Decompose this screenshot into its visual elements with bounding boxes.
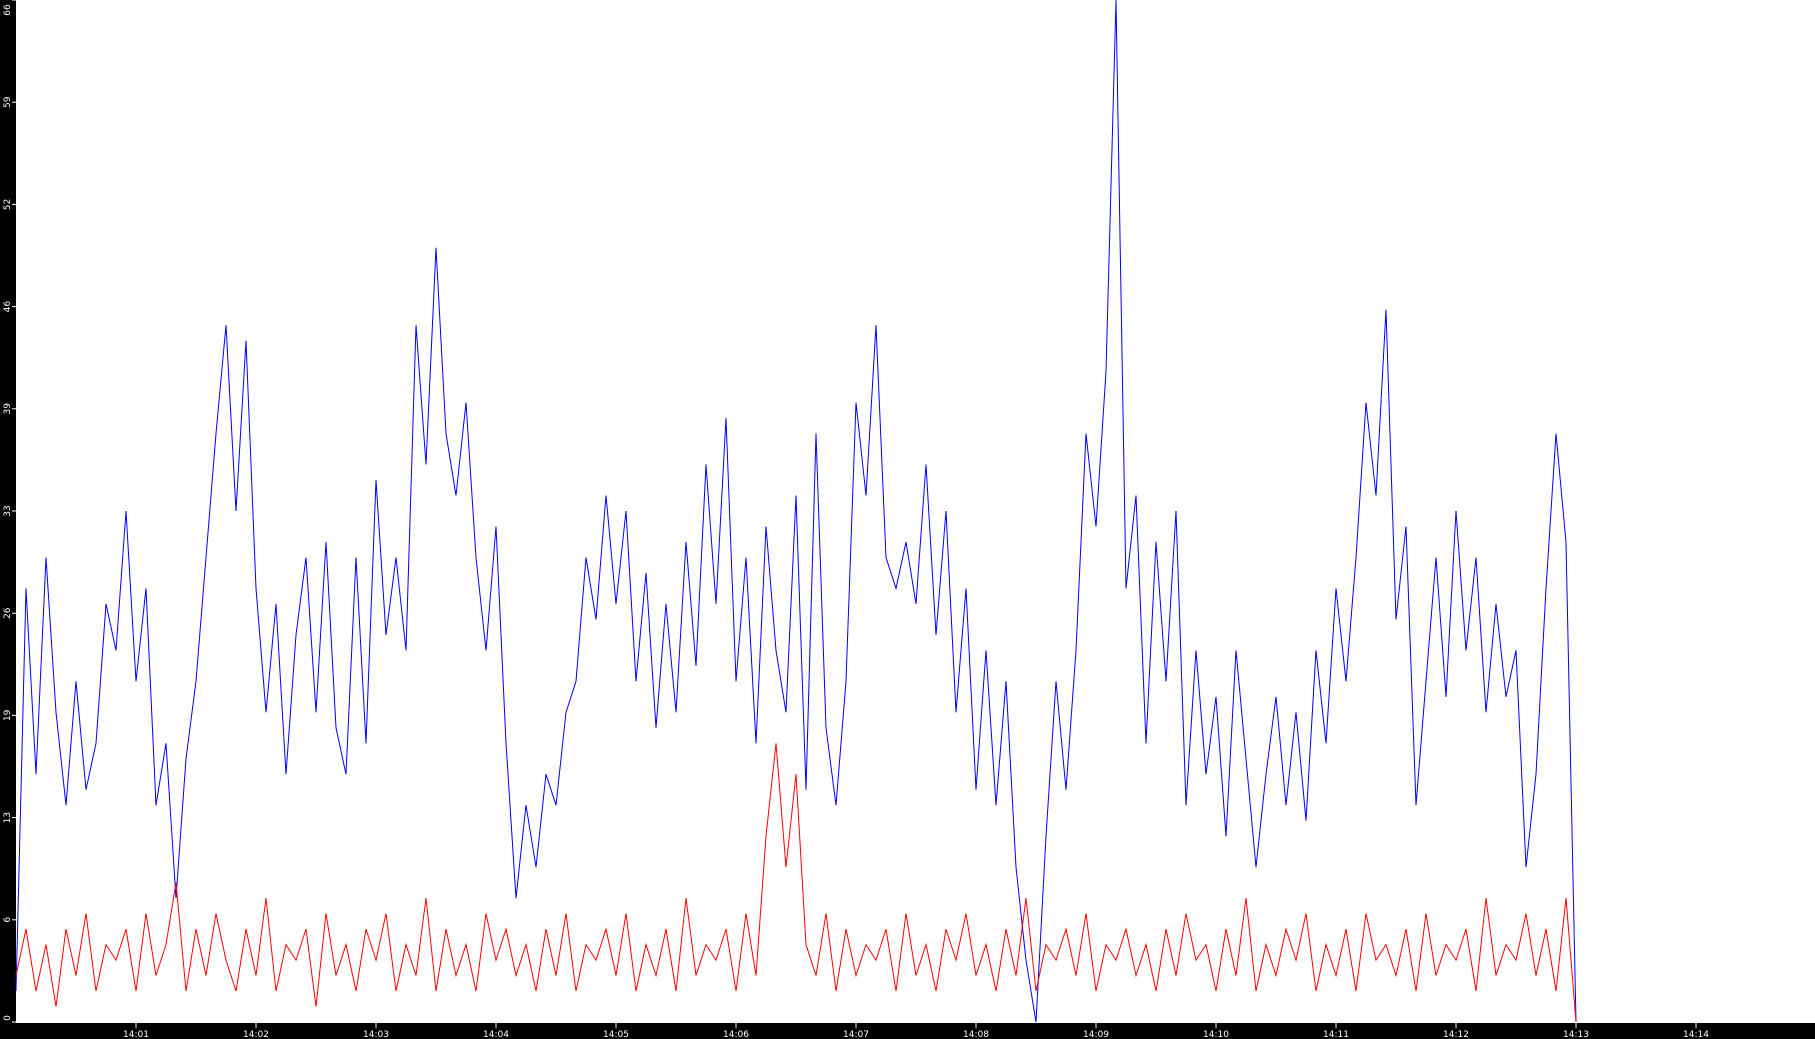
series-layer <box>15 0 1577 1023</box>
y-axis-ticks: 0 6 13 19 26 33 39 46 52 59 66 <box>3 0 16 1023</box>
x-tick-label: 14:02 <box>243 1030 269 1039</box>
x-axis-ticks: 14:01 14:02 14:03 14:04 14:05 14:06 14:07 14:08… <box>123 1023 1709 1039</box>
y-tick-label: 66 <box>3 4 13 16</box>
y-tick-label: 46 <box>3 301 13 313</box>
x-tick-label: 14:14 <box>1683 1030 1709 1039</box>
x-tick-label: 14:01 <box>123 1030 149 1039</box>
y-tick-label: 52 <box>3 199 13 210</box>
y-tick-label: 6 <box>3 917 13 923</box>
x-tick-label: 14:08 <box>963 1030 989 1039</box>
series-line-1 <box>15 743 1577 1023</box>
y-tick-label: 59 <box>3 96 13 108</box>
y-tick-label: 13 <box>3 812 13 823</box>
x-tick-label: 14:03 <box>363 1030 389 1039</box>
x-tick-label: 14:13 <box>1563 1030 1589 1039</box>
x-tick-label: 14:07 <box>843 1030 869 1039</box>
x-tick-label: 14:04 <box>483 1030 509 1039</box>
x-tick-label: 14:11 <box>1323 1030 1349 1039</box>
x-tick-label: 14:09 <box>1083 1030 1109 1039</box>
x-tick-label: 14:10 <box>1203 1030 1229 1039</box>
y-axis-bar <box>0 0 16 1039</box>
x-tick-label: 14:06 <box>723 1030 749 1039</box>
x-tick-label: 14:05 <box>603 1030 629 1039</box>
x-axis-bar <box>0 1023 1815 1039</box>
x-tick-label: 14:12 <box>1443 1030 1469 1039</box>
series-line-0 <box>15 0 1577 1023</box>
y-tick-label: 33 <box>3 505 13 516</box>
y-tick-label: 39 <box>3 403 13 415</box>
y-tick-label: 0 <box>3 1015 13 1021</box>
y-tick-label: 19 <box>3 709 13 721</box>
y-tick-label: 26 <box>3 607 13 619</box>
